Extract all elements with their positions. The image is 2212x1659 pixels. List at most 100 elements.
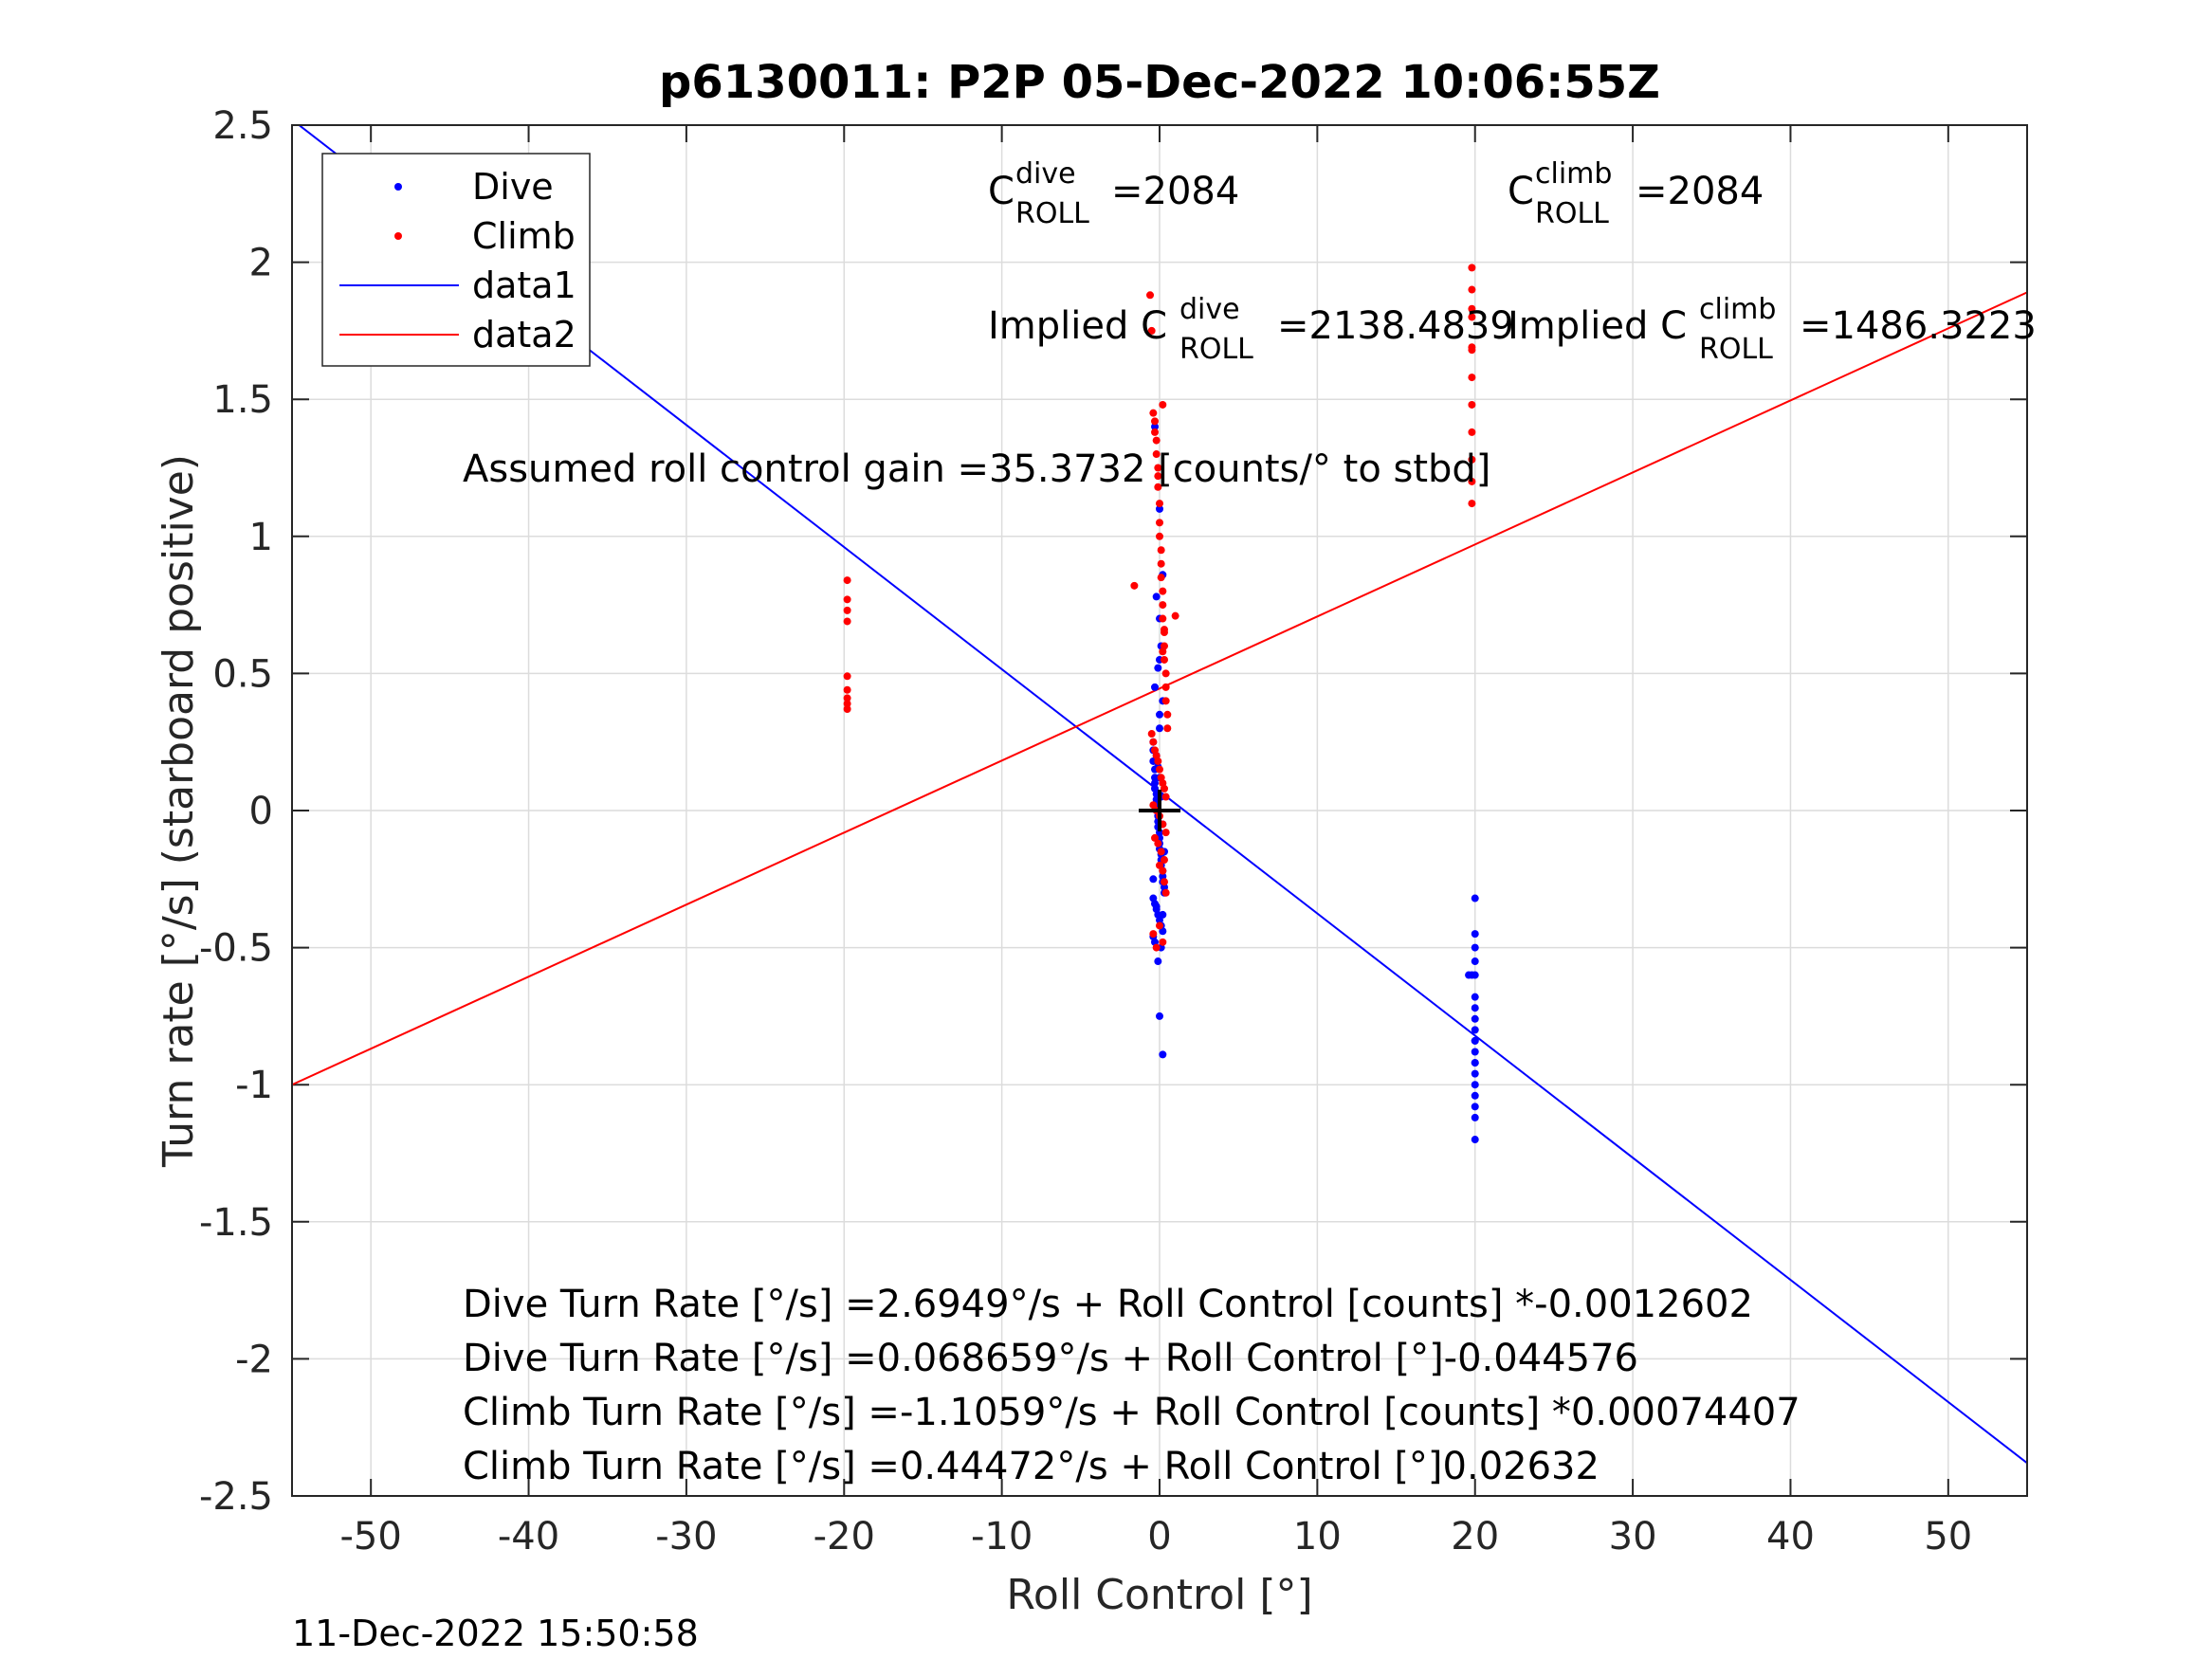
climb-point bbox=[843, 685, 851, 694]
climb-point bbox=[1159, 601, 1167, 610]
data-points bbox=[843, 264, 1479, 1144]
dive-point bbox=[1154, 664, 1162, 672]
chart-title: p6130011: P2P 05-Dec-2022 10:06:55Z bbox=[659, 56, 1660, 109]
c-climb-letter: C bbox=[1508, 170, 1534, 213]
climb-point bbox=[1468, 500, 1476, 508]
origin-crosshair bbox=[1139, 790, 1180, 831]
climb-point bbox=[1468, 374, 1476, 382]
dive-point bbox=[1159, 1050, 1167, 1059]
climb-point bbox=[1468, 264, 1476, 272]
dive-point bbox=[1471, 993, 1479, 1001]
climb-point bbox=[1468, 285, 1476, 294]
climb-point bbox=[1163, 724, 1172, 733]
equation-dive-degrees: Dive Turn Rate [°/s] =0.068659°/s + Roll… bbox=[463, 1337, 1638, 1380]
climb-point bbox=[1154, 464, 1162, 472]
dive-point bbox=[1471, 1036, 1479, 1045]
dive-point bbox=[1159, 910, 1167, 919]
climb-point bbox=[1146, 291, 1155, 300]
dive-point bbox=[1471, 957, 1479, 966]
x-tick-label: -10 bbox=[971, 1515, 1033, 1559]
climb-point bbox=[1154, 839, 1162, 848]
x-tick-label: 30 bbox=[1609, 1515, 1657, 1559]
implied-c-roll-dive-annotation: Implied C dive ROLL =2138.4839 bbox=[988, 293, 1514, 366]
climb-point bbox=[1161, 697, 1170, 705]
climb-point bbox=[1161, 888, 1170, 897]
equation-climb-counts: Climb Turn Rate [°/s] =-1.1059°/s + Roll… bbox=[463, 1391, 1801, 1434]
implied-c-roll-climb-annotation: Implied C climb ROLL =1486.3223 bbox=[1508, 293, 2037, 366]
c-dive-subscript: ROLL bbox=[1015, 197, 1089, 230]
dive-point bbox=[1471, 943, 1479, 952]
climb-point bbox=[1161, 829, 1170, 837]
dive-point bbox=[1149, 875, 1158, 884]
c-dive-value: =2084 bbox=[1111, 170, 1239, 213]
climb-point bbox=[1468, 346, 1476, 355]
c-climb-subscript: ROLL bbox=[1535, 197, 1609, 230]
climb-point bbox=[1468, 400, 1476, 409]
dive-point bbox=[1471, 1136, 1479, 1144]
x-tick-label: 0 bbox=[1147, 1515, 1171, 1559]
x-tick-label: 10 bbox=[1293, 1515, 1342, 1559]
climb-point bbox=[843, 606, 851, 614]
climb-point bbox=[1157, 848, 1165, 856]
climb-point bbox=[1151, 833, 1160, 842]
c-roll-climb-annotation: C climb ROLL =2084 bbox=[1508, 157, 1764, 230]
dive-point bbox=[1152, 902, 1161, 911]
implied-climb-value: =1486.3223 bbox=[1800, 304, 2037, 348]
dive-point bbox=[1151, 423, 1160, 431]
legend-dive-marker bbox=[394, 183, 402, 191]
implied-dive-subscript: ROLL bbox=[1179, 333, 1253, 366]
implied-climb-prefix: Implied C bbox=[1508, 304, 1687, 348]
legend-data1-label: data1 bbox=[472, 264, 576, 306]
climb-point bbox=[1161, 793, 1170, 801]
implied-climb-subscript: ROLL bbox=[1699, 333, 1773, 366]
climb-point bbox=[1159, 647, 1167, 656]
legend: Dive Climb data1 data2 bbox=[321, 153, 591, 367]
climb-point bbox=[1160, 784, 1168, 793]
dive-point bbox=[1471, 1103, 1479, 1111]
legend-climb-label: Climb bbox=[472, 215, 576, 257]
dive-point bbox=[1154, 957, 1162, 966]
climb-point bbox=[1163, 710, 1172, 719]
dive-point bbox=[1471, 894, 1479, 902]
climb-point bbox=[1159, 938, 1167, 946]
climb-point bbox=[1161, 683, 1170, 691]
climb-point bbox=[1151, 428, 1160, 436]
y-tick-label: -0.5 bbox=[199, 927, 273, 971]
dive-point bbox=[1471, 1113, 1479, 1121]
c-roll-dive-annotation: C dive ROLL =2084 bbox=[988, 157, 1239, 230]
climb-point bbox=[1152, 943, 1161, 952]
c-climb-superscript: climb bbox=[1535, 157, 1612, 191]
y-tick-label: 2.5 bbox=[212, 104, 273, 148]
x-axis-label: Roll Control [°] bbox=[1006, 1571, 1312, 1619]
dive-point bbox=[1471, 1048, 1479, 1056]
climb-point bbox=[1159, 614, 1167, 623]
dive-point bbox=[1471, 1014, 1479, 1023]
dive-point bbox=[1471, 1059, 1479, 1067]
equation-climb-degrees: Climb Turn Rate [°/s] =0.44472°/s + Roll… bbox=[463, 1445, 1600, 1488]
climb-point bbox=[1157, 574, 1165, 582]
y-tick-label: -2.5 bbox=[199, 1475, 273, 1519]
fit-line-data2 bbox=[292, 291, 2027, 1086]
climb-point bbox=[1157, 559, 1165, 568]
implied-climb-superscript: climb bbox=[1699, 293, 1776, 326]
c-dive-superscript: dive bbox=[1015, 157, 1076, 191]
implied-dive-prefix: Implied C bbox=[988, 304, 1167, 348]
dive-point bbox=[1471, 930, 1479, 939]
legend-box bbox=[321, 153, 591, 367]
c-dive-letter: C bbox=[988, 170, 1015, 213]
y-tick-labels: 2.5 2 1.5 1 0.5 0 -0.5 -1 -1.5 -2 -2.5 bbox=[199, 104, 273, 1519]
dive-point bbox=[1156, 710, 1163, 719]
climb-point bbox=[1156, 519, 1163, 527]
climb-point bbox=[1159, 587, 1167, 595]
implied-dive-superscript: dive bbox=[1179, 293, 1240, 326]
y-tick-label: 0.5 bbox=[212, 652, 273, 696]
x-tick-labels: -50 -40 -30 -20 -10 0 10 20 30 40 50 bbox=[340, 1515, 1973, 1559]
climb-point bbox=[1468, 455, 1476, 464]
implied-dive-value: =2138.4839 bbox=[1277, 304, 1514, 348]
climb-point bbox=[1468, 477, 1476, 485]
dive-point bbox=[1156, 504, 1163, 513]
climb-point bbox=[1160, 856, 1168, 865]
climb-point bbox=[1154, 483, 1162, 491]
climb-point bbox=[1159, 400, 1167, 409]
